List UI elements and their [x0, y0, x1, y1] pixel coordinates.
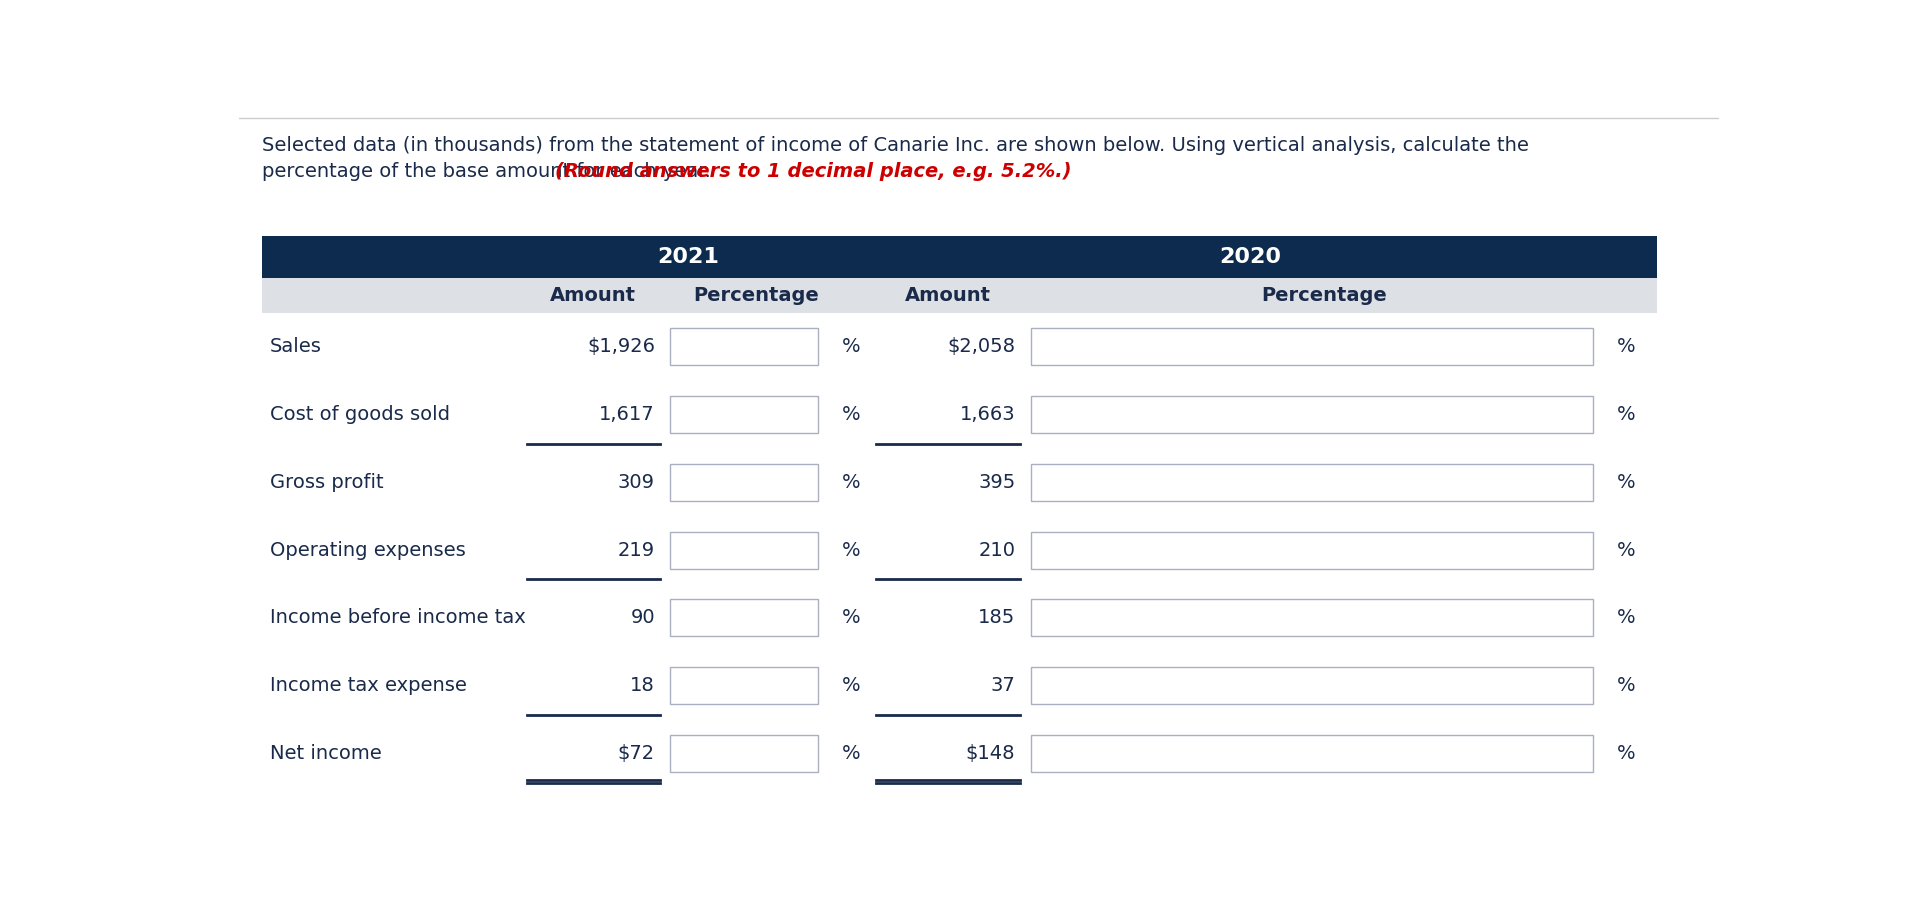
Text: 1,663: 1,663: [959, 405, 1016, 424]
Text: Gross profit: Gross profit: [269, 473, 384, 492]
Bar: [670, 735, 819, 772]
Bar: [670, 667, 819, 704]
Text: Income tax expense: Income tax expense: [269, 676, 466, 695]
Bar: [670, 600, 819, 637]
Text: 1,617: 1,617: [600, 405, 655, 424]
Text: Selected data (in thousands) from the statement of income of Canarie Inc. are sh: Selected data (in thousands) from the st…: [262, 135, 1528, 154]
Text: 90: 90: [630, 609, 655, 628]
Text: %: %: [1616, 541, 1635, 560]
Text: 210: 210: [978, 541, 1016, 560]
Bar: [1031, 600, 1593, 637]
Text: 2020: 2020: [1219, 247, 1282, 267]
Text: Percentage: Percentage: [1261, 286, 1387, 305]
Text: %: %: [842, 337, 860, 356]
Text: $72: $72: [617, 744, 655, 763]
Bar: [1031, 532, 1593, 569]
Text: %: %: [1616, 609, 1635, 628]
Text: %: %: [842, 541, 860, 560]
Text: Net income: Net income: [269, 744, 382, 763]
Text: 37: 37: [991, 676, 1016, 695]
Bar: [670, 328, 819, 366]
Text: $1,926: $1,926: [586, 337, 655, 356]
Bar: [262, 584, 1658, 652]
Text: %: %: [1616, 676, 1635, 695]
Text: %: %: [842, 744, 860, 763]
Text: 185: 185: [978, 609, 1016, 628]
Text: $148: $148: [966, 744, 1016, 763]
Text: %: %: [1616, 473, 1635, 492]
Text: Amount: Amount: [550, 286, 636, 305]
Bar: [670, 396, 819, 433]
Text: Sales: Sales: [269, 337, 321, 356]
Text: Amount: Amount: [905, 286, 991, 305]
Bar: [670, 463, 819, 501]
Text: Cost of goods sold: Cost of goods sold: [269, 405, 449, 424]
Text: %: %: [842, 609, 860, 628]
Text: Operating expenses: Operating expenses: [269, 541, 466, 560]
Text: %: %: [1616, 337, 1635, 356]
Bar: [670, 532, 819, 569]
Bar: [262, 652, 1658, 719]
Text: $2,058: $2,058: [947, 337, 1016, 356]
Bar: [262, 381, 1658, 448]
Bar: [1031, 463, 1593, 501]
Bar: [1031, 328, 1593, 366]
Text: %: %: [1616, 405, 1635, 424]
Bar: [1031, 735, 1593, 772]
Bar: [262, 236, 1658, 278]
Text: 309: 309: [619, 473, 655, 492]
Text: %: %: [842, 405, 860, 424]
Text: Percentage: Percentage: [693, 286, 819, 305]
Bar: [262, 448, 1658, 516]
Text: 2021: 2021: [657, 247, 720, 267]
Text: (Round answers to 1 decimal place, e.g. 5.2%.): (Round answers to 1 decimal place, e.g. …: [556, 162, 1072, 181]
Bar: [262, 313, 1658, 381]
Text: percentage of the base amount for each year.: percentage of the base amount for each y…: [262, 162, 716, 181]
Text: 219: 219: [617, 541, 655, 560]
Bar: [262, 278, 1658, 313]
Bar: [1031, 396, 1593, 433]
Text: %: %: [1616, 744, 1635, 763]
Text: %: %: [842, 676, 860, 695]
Text: 395: 395: [978, 473, 1016, 492]
Bar: [1031, 667, 1593, 704]
Bar: [262, 516, 1658, 584]
Text: 18: 18: [630, 676, 655, 695]
Text: Income before income tax: Income before income tax: [269, 609, 525, 628]
Text: %: %: [842, 473, 860, 492]
Bar: [262, 719, 1658, 787]
